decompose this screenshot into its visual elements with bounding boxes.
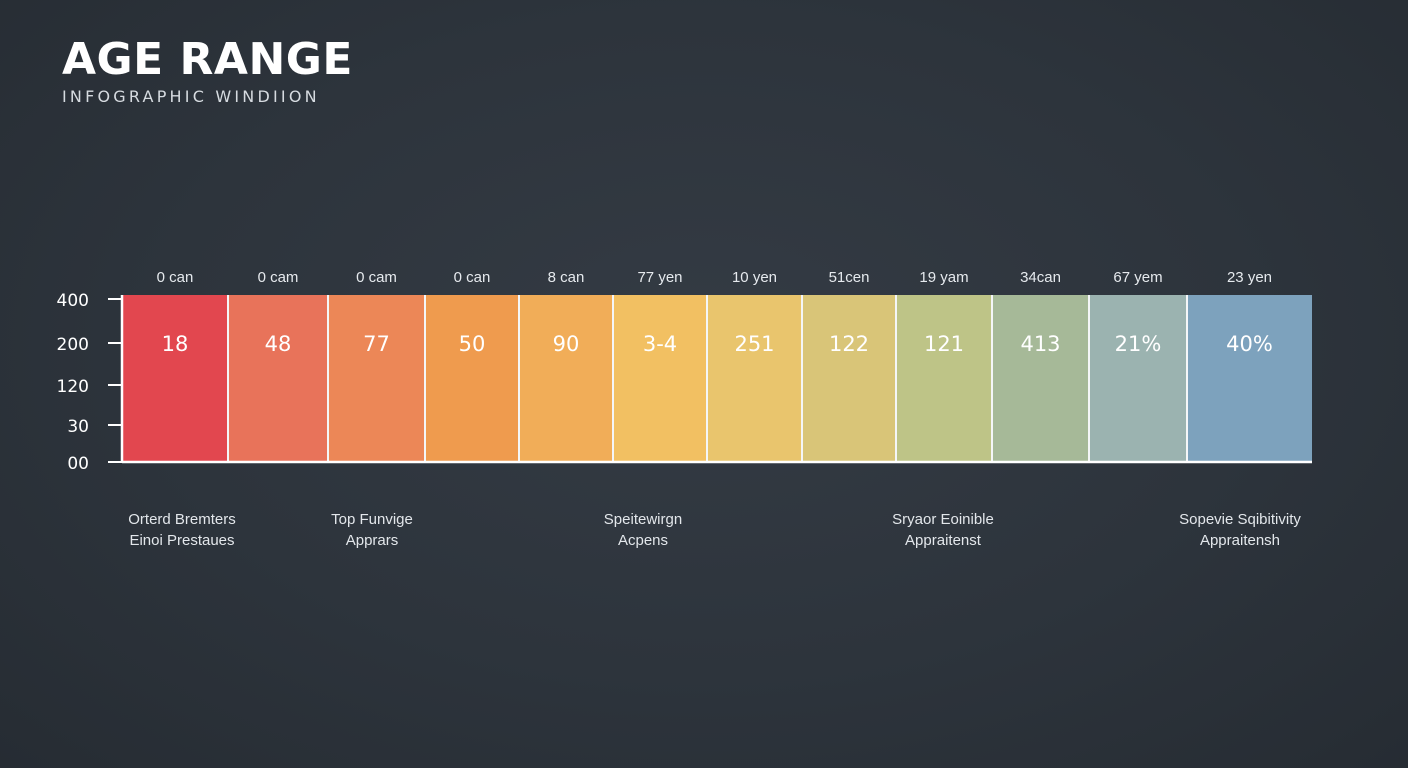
bar-4 (425, 295, 519, 462)
value-label-11: 21% (1115, 332, 1162, 356)
annotation-4-line2: Appraitenst (905, 532, 981, 549)
category-label-4: 0 can (454, 269, 491, 286)
chart-title: AGE RANGE (62, 34, 353, 85)
annotation-1: Orterd Bremters Einoi Prestaues (128, 509, 236, 551)
bar-9 (896, 295, 992, 462)
annotation-3-line2: Acpens (617, 532, 669, 549)
annotation-5: Sopevie Sqibitivity Appraitensh (1179, 509, 1301, 551)
category-label-11: 67 yem (1113, 269, 1162, 286)
y-tick-label-3: 120 (57, 377, 89, 397)
category-label-7: 10 yen (732, 269, 777, 286)
value-label-2: 48 (265, 332, 292, 356)
value-label-12: 40% (1226, 332, 1273, 356)
value-label-4: 50 (459, 332, 486, 356)
value-label-5: 90 (553, 332, 580, 356)
y-tick-label-2: 200 (57, 335, 89, 355)
category-label-8: 51cen (829, 269, 870, 286)
y-tick-label-1: 400 (57, 291, 89, 311)
category-label-9: 19 yam (919, 269, 968, 286)
annotation-5-line2: Appraitensh (1199, 532, 1281, 549)
bar-10 (992, 295, 1089, 462)
annotation-2-line2: Apprars (345, 532, 399, 549)
annotation-3: Speitewirgn Acpens (604, 509, 682, 551)
bar-12 (1187, 295, 1312, 462)
annotation-2-line1: Top Funvige (331, 511, 413, 528)
chart-subtitle: INFOGRAPHIC WINDIION (62, 87, 320, 106)
bar-3 (328, 295, 425, 462)
annotation-1-line1: Orterd Bremters (128, 511, 236, 528)
category-label-12: 23 yen (1227, 269, 1272, 286)
annotation-3-line1: Speitewirgn (603, 511, 683, 528)
bar-11 (1089, 295, 1187, 462)
value-label-1: 18 (162, 332, 189, 356)
value-label-9: 121 (924, 332, 964, 356)
annotation-4: Sryaor Eoinible Appraitenst (892, 509, 994, 551)
value-label-3: 77 (363, 332, 390, 356)
bar-1 (122, 295, 228, 462)
y-tick-label-5: 00 (67, 454, 89, 474)
bar-2 (228, 295, 328, 462)
annotation-5-line1: Sopevie Sqibitivity (1179, 511, 1301, 528)
bar-7 (707, 295, 802, 462)
category-label-1: 0 can (157, 269, 194, 286)
category-label-2: 0 cam (258, 269, 299, 286)
value-label-10: 413 (1020, 332, 1060, 356)
category-label-6: 77 yen (637, 269, 682, 286)
value-label-7: 251 (734, 332, 774, 356)
bar-6 (613, 295, 707, 462)
y-tick-label-4: 30 (67, 417, 89, 437)
category-label-10: 34can (1020, 269, 1061, 286)
bar-8 (802, 295, 896, 462)
annotation-2: Top Funvige Apprars (331, 509, 413, 551)
annotation-1-line2: Einoi Prestaues (129, 532, 235, 549)
category-label-5: 8 can (548, 269, 585, 286)
value-label-8: 122 (829, 332, 869, 356)
annotation-4-line1: Sryaor Eoinible (892, 511, 994, 528)
bar-5 (519, 295, 613, 462)
value-label-6: 3-4 (643, 332, 677, 356)
category-label-3: 0 cam (356, 269, 397, 286)
